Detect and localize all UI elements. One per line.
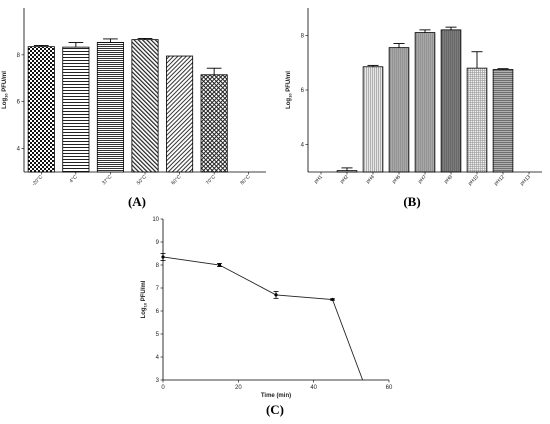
- x-tick-label: 20: [235, 385, 242, 391]
- x-tick-label: pH10: [467, 174, 480, 187]
- panel-label-b: (B): [403, 194, 420, 209]
- x-tick-label: -20°C: [31, 174, 45, 188]
- y-tick-label: 8: [301, 33, 305, 39]
- y-axis-label: Log10 PFU/ml: [141, 280, 148, 318]
- data-point: [217, 263, 222, 267]
- y-tick-label: 4: [301, 143, 305, 149]
- x-tick-label: 80°C: [239, 174, 251, 186]
- y-tick-label: 6: [156, 309, 160, 315]
- panel-b: 4 6 8 Log10 PFU/ml pH1 pH2 pH4 pH6 pH7 pH9 pH10 pH1…: [286, 8, 542, 209]
- x-tick-label: 50°C: [136, 174, 148, 186]
- x-tick-label: 37°C: [101, 174, 113, 186]
- bar: [362, 66, 384, 173]
- y-axis-label: Log10 PFU/ml: [2, 71, 9, 109]
- y-tick-label: 5: [156, 332, 160, 338]
- x-tick-label: pH13: [519, 174, 532, 187]
- x-tick-label: 60: [386, 385, 393, 391]
- data-point: [330, 297, 335, 302]
- x-tick-label: pH6: [391, 174, 402, 185]
- bar: [414, 32, 436, 173]
- x-tick-label: pH2: [339, 174, 350, 185]
- bar: [96, 42, 124, 173]
- bar: [336, 170, 358, 173]
- panel-c: 3 4 5 6 7 8 9 10 0 20 40 60 Time (min) Log10 PFU/ml (C…: [141, 217, 393, 417]
- bar: [492, 69, 514, 173]
- x-tick-label: pH4: [365, 174, 376, 185]
- panel-a: 4 6 8 Log10 PFU/ml -20°C 4°C 37°C 50°C 60°C 70°C 8…: [2, 8, 266, 209]
- y-tick-label: 9: [156, 240, 160, 246]
- bar: [166, 55, 194, 173]
- x-tick-label: pH1: [313, 174, 324, 185]
- data-point: [161, 255, 165, 259]
- x-tick-label: pH9: [443, 174, 454, 185]
- bar: [388, 47, 410, 173]
- series-line: [162, 256, 364, 381]
- bar: [131, 39, 159, 173]
- y-axis-label: Log10 PFU/ml: [286, 71, 293, 109]
- bar: [62, 46, 90, 173]
- x-tick-label: pH7: [417, 174, 428, 185]
- x-tick-label: pH12: [493, 174, 506, 187]
- y-tick-label: 8: [17, 53, 21, 59]
- x-tick-label: 60°C: [170, 174, 182, 186]
- panel-label-c: (C): [266, 402, 284, 417]
- y-tick-label: 3: [156, 378, 160, 384]
- bar: [27, 46, 55, 173]
- y-tick-label: 8: [156, 263, 160, 269]
- bar: [200, 74, 228, 173]
- bar: [440, 29, 462, 173]
- x-tick-label: 4°C: [69, 174, 79, 184]
- panel-label-a: (A): [128, 194, 146, 209]
- x-tick-label: 40: [310, 385, 317, 391]
- y-tick-label: 4: [17, 147, 21, 153]
- bar: [466, 67, 488, 173]
- x-axis-label: Time (min): [261, 393, 291, 399]
- y-tick-label: 6: [301, 88, 305, 94]
- y-tick-label: 6: [17, 100, 21, 106]
- x-tick-label: 0: [161, 385, 165, 391]
- y-tick-label: 7: [156, 286, 160, 292]
- x-tick-label: 70°C: [205, 174, 217, 186]
- data-point: [274, 293, 278, 297]
- y-tick-label: 4: [156, 355, 160, 361]
- y-tick-label: 10: [152, 217, 159, 223]
